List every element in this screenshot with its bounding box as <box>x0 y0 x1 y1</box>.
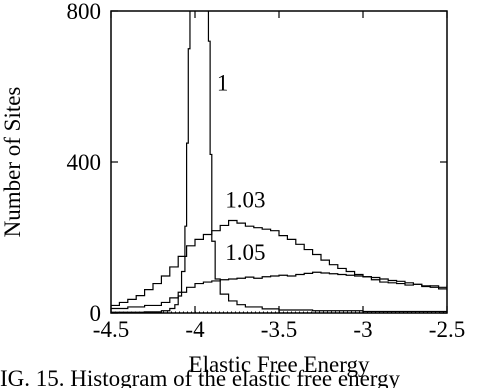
curve-label: 1.05 <box>225 240 265 265</box>
x-tick-label: -3.5 <box>261 317 297 342</box>
series-line-1-05 <box>111 271 447 310</box>
y-tick-label: 400 <box>67 150 102 175</box>
tick-labels: -4.5 -4 -3.5 -3 -2.5 0 400 800 <box>67 0 466 342</box>
x-axis-title: Elastic Free Energy <box>189 352 370 377</box>
y-tick-label: 800 <box>67 0 102 24</box>
x-tick-label: -4 <box>185 317 205 342</box>
axis-ticks <box>110 10 448 314</box>
x-tick-label: -2.5 <box>429 317 465 342</box>
curve-label: 1.03 <box>225 187 265 212</box>
y-axis-title: Number of Sites <box>0 87 25 238</box>
y-tick-label: 0 <box>90 301 102 326</box>
plot-frame <box>110 10 448 314</box>
figure-caption: IG. 15. Histogram of the elastic free en… <box>0 366 401 388</box>
curve-label: 1 <box>217 70 229 95</box>
series-group <box>111 11 447 313</box>
series-line-1-03 <box>111 219 447 307</box>
series-line-1 <box>111 11 447 313</box>
x-tick-label: -3 <box>353 317 372 342</box>
x-tick-label: -4.5 <box>93 317 129 342</box>
